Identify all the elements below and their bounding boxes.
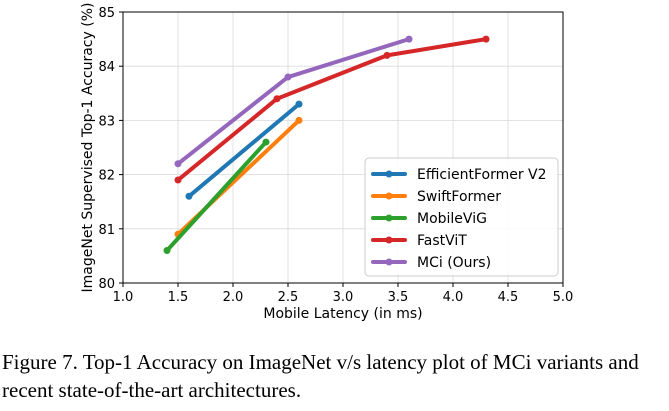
y-axis-label: ImageNet Supervised Top-1 Accuracy (%) [80,3,96,293]
data-point-efficientformer-v2 [295,100,303,108]
legend-entry-label: SwiftFormer [417,189,501,205]
y-axis-ticks: 80 81 82 83 84 85 [98,6,123,292]
series-line-mobilevig [165,140,268,253]
legend-box [364,157,559,277]
legend-entry-label: MCi (Ours) [417,255,491,271]
x-tick-label: 3.5 [388,290,409,305]
series-line-fastvit [176,37,488,183]
x-tick-label: 5.0 [553,290,574,305]
legend: EfficientFormer V2 SwiftFormer MobileViG Fa… [364,157,559,277]
y-tick-label: 80 [98,277,115,292]
y-tick-label: 83 [98,114,115,129]
legend-marker [385,192,393,200]
x-tick-label: 4.0 [443,290,464,305]
x-axis-label: Mobile Latency (in ms) [263,306,422,322]
data-point-mci-ours [284,73,292,81]
data-point-fastvit [482,35,490,43]
data-point-fastvit [383,51,391,59]
data-point-fastvit [174,176,182,184]
legend-entry-label: MobileViG [417,211,487,227]
series-line-mci-ours [176,37,411,166]
data-point-swiftformer [295,116,303,124]
data-point-mobilevig [163,246,171,254]
legend-marker [385,214,393,222]
x-tick-label: 2.0 [223,290,244,305]
legend-marker [385,258,393,266]
data-point-efficientformer-v2 [185,192,193,200]
data-point-fastvit [273,95,281,103]
x-tick-label: 1.5 [168,290,189,305]
x-axis-ticks: 1.0 1.5 2.0 2.5 3.0 3.5 4.0 4.5 5.0 [113,283,574,305]
legend-entry-label: FastViT [417,233,467,249]
x-tick-label: 2.5 [278,290,299,305]
data-point-mci-ours [405,35,413,43]
data-point-mci-ours [174,160,182,168]
x-tick-label: 3.0 [333,290,354,305]
x-tick-label: 1.0 [113,290,134,305]
legend-marker [385,170,393,178]
accuracy-latency-chart: 1.0 1.5 2.0 2.5 3.0 3.5 4.0 4.5 5.0 80 81 82 83 84 85… [80,3,574,322]
y-tick-label: 85 [98,6,115,21]
series-line-efficientformer-v2 [187,102,301,199]
series-lines [163,35,490,254]
y-tick-label: 82 [98,169,115,184]
data-point-mobilevig [262,138,270,146]
legend-entry-label: EfficientFormer V2 [417,167,547,183]
y-tick-label: 81 [98,223,115,238]
figure-caption: Figure 7. Top-1 Accuracy on ImageNet v/s… [2,350,639,402]
y-tick-label: 84 [98,60,115,75]
legend-marker [385,236,393,244]
x-tick-label: 4.5 [498,290,519,305]
